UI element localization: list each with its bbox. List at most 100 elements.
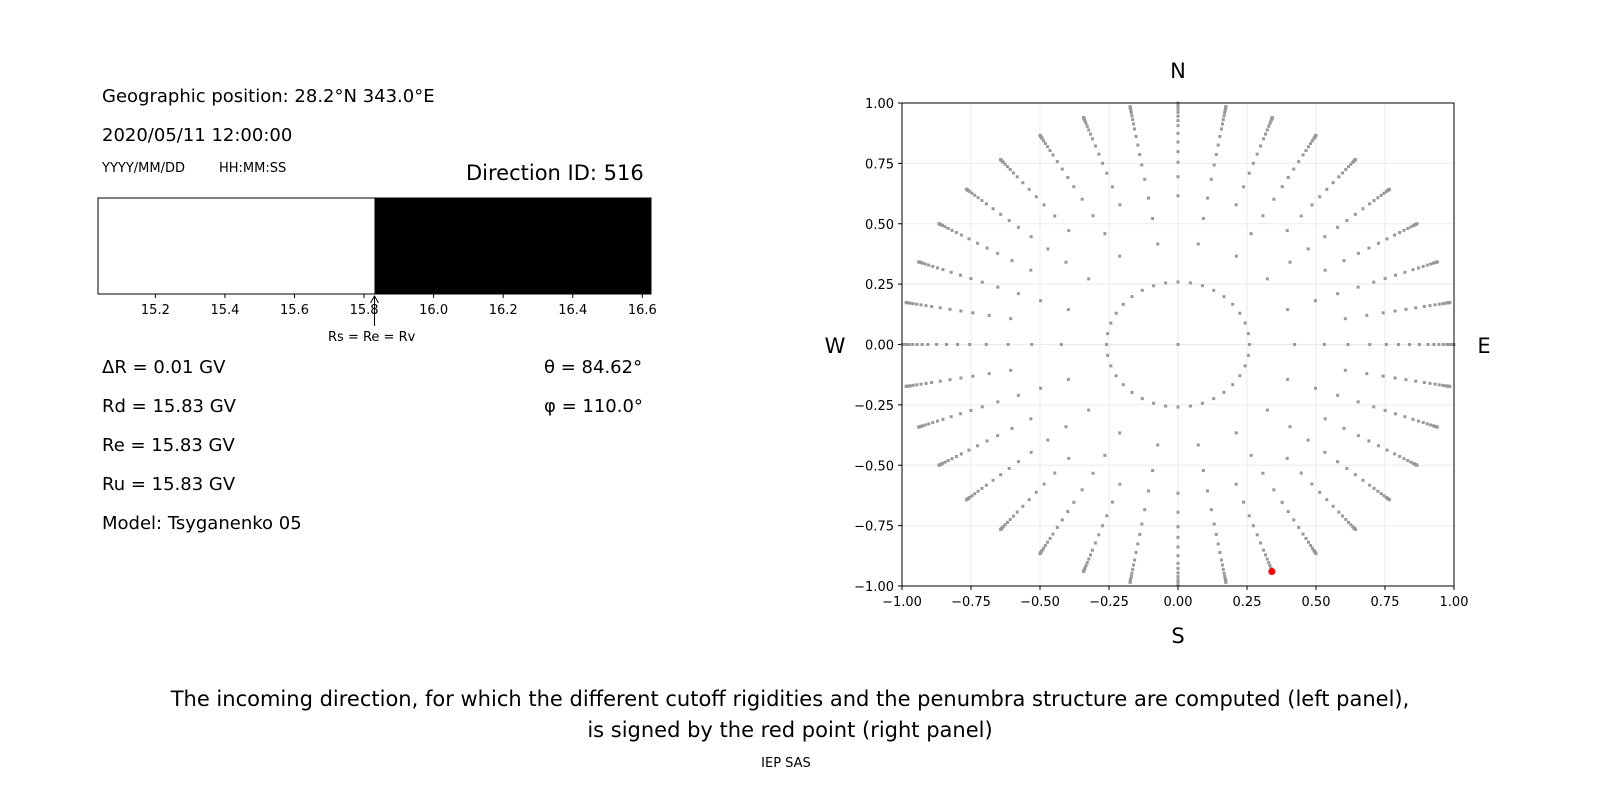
grid-point: [980, 280, 984, 284]
y-tick-label: 0.25: [865, 278, 894, 293]
grid-point: [1009, 317, 1013, 321]
grid-point: [1251, 161, 1255, 165]
grid-point: [959, 452, 963, 456]
grid-point: [1121, 383, 1125, 387]
grid-point: [1152, 401, 1156, 405]
grid-point: [1368, 202, 1372, 206]
grid-point: [1140, 397, 1144, 401]
grid-point: [1323, 417, 1327, 421]
grid-point: [1345, 466, 1349, 470]
x-tick-label: 15.6: [280, 303, 309, 318]
grid-point: [965, 187, 969, 191]
compass-south: S: [1171, 624, 1184, 648]
grid-point: [1231, 383, 1235, 387]
grid-point: [1009, 368, 1013, 372]
grid-point: [1404, 378, 1408, 382]
grid-point: [1091, 214, 1095, 218]
grid-point: [991, 478, 995, 482]
compass-west: W: [825, 334, 846, 358]
grid-point: [1264, 132, 1268, 136]
grid-point: [1003, 162, 1007, 166]
penumbra-segment-allowed: [98, 198, 375, 294]
grid-point: [907, 343, 911, 346]
y-tick-label: −1.00: [854, 580, 894, 595]
grid-point: [1224, 580, 1228, 584]
grid-point: [1048, 149, 1052, 153]
grid-point: [1415, 222, 1419, 226]
grid-point: [1105, 171, 1109, 175]
grid-point: [911, 383, 915, 387]
grid-point: [1402, 228, 1406, 232]
grid-point: [1387, 187, 1391, 191]
grid-point: [1223, 574, 1227, 578]
grid-point: [1343, 317, 1347, 321]
grid-point: [1224, 105, 1228, 109]
grid-point: [949, 270, 953, 274]
grid-point: [1297, 160, 1301, 164]
grid-point: [911, 302, 915, 306]
grid-point: [1259, 541, 1263, 545]
grid-point: [1051, 153, 1055, 157]
grid-point: [1131, 567, 1135, 571]
grid-point: [1146, 196, 1150, 200]
grid-point: [1053, 471, 1057, 475]
grid-point: [1196, 242, 1200, 246]
grid-point: [1356, 251, 1360, 255]
grid-point: [965, 498, 969, 502]
delta-r: ΔR = 0.01 GV: [102, 357, 226, 378]
x-tick-label: −1.00: [882, 595, 922, 610]
grid-point: [1365, 313, 1369, 317]
grid-point: [1280, 185, 1284, 189]
grid-point: [1259, 144, 1263, 148]
grid-point: [996, 434, 1000, 438]
grid-point: [1432, 343, 1436, 346]
credit: IEP SAS: [761, 756, 811, 771]
grid-point: [1016, 460, 1020, 464]
grid-point: [1176, 343, 1180, 346]
grid-point: [1301, 153, 1305, 157]
grid-point: [1247, 343, 1251, 346]
grid-point: [1403, 270, 1407, 274]
grid-point: [1286, 510, 1290, 514]
grid-point: [1016, 225, 1020, 229]
caption-line-2: is signed by the red point (right panel): [587, 718, 993, 742]
grid-point: [904, 384, 908, 388]
grid-point: [1176, 535, 1180, 539]
grid-point: [1156, 242, 1160, 246]
grid-point: [1110, 500, 1114, 504]
grid-point: [1042, 139, 1046, 143]
x-tick-label: 16.4: [558, 303, 587, 318]
grid-point: [1262, 137, 1266, 141]
grid-point: [1323, 268, 1327, 272]
grid-point: [1082, 116, 1086, 120]
grid-point: [1406, 459, 1410, 463]
grid-point: [1091, 471, 1095, 475]
grid-point: [1435, 260, 1439, 264]
grid-point: [1306, 247, 1310, 251]
x-tick-label: −0.25: [1089, 595, 1129, 610]
grid-point: [1255, 533, 1259, 537]
grid-point: [930, 304, 934, 308]
grid-point: [1201, 469, 1205, 473]
grid-point: [1313, 299, 1317, 303]
grid-point: [1448, 384, 1452, 388]
grid-point: [1376, 489, 1380, 493]
grid-point: [958, 412, 962, 416]
grid-point: [917, 260, 921, 264]
grid-point: [949, 415, 953, 419]
grid-point: [1416, 419, 1420, 423]
grid-point: [1218, 551, 1222, 555]
grid-point: [1437, 343, 1441, 346]
grid-point: [1042, 203, 1046, 207]
grid-point: [1087, 557, 1091, 561]
grid-point: [1222, 571, 1226, 575]
grid-point: [1090, 548, 1094, 552]
grid-point: [1138, 153, 1142, 157]
grid-point: [1238, 311, 1242, 315]
grid-point: [1176, 140, 1180, 144]
grid-point: [1414, 306, 1418, 310]
selected-direction-point: [1268, 568, 1276, 576]
grid-point: [1411, 417, 1415, 421]
grid-point: [1382, 494, 1386, 498]
x-tick-label: 16.0: [419, 303, 448, 318]
